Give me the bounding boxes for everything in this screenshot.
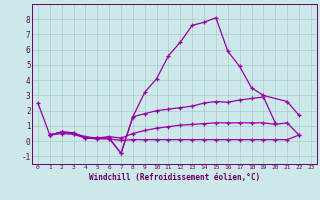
X-axis label: Windchill (Refroidissement éolien,°C): Windchill (Refroidissement éolien,°C) (89, 173, 260, 182)
